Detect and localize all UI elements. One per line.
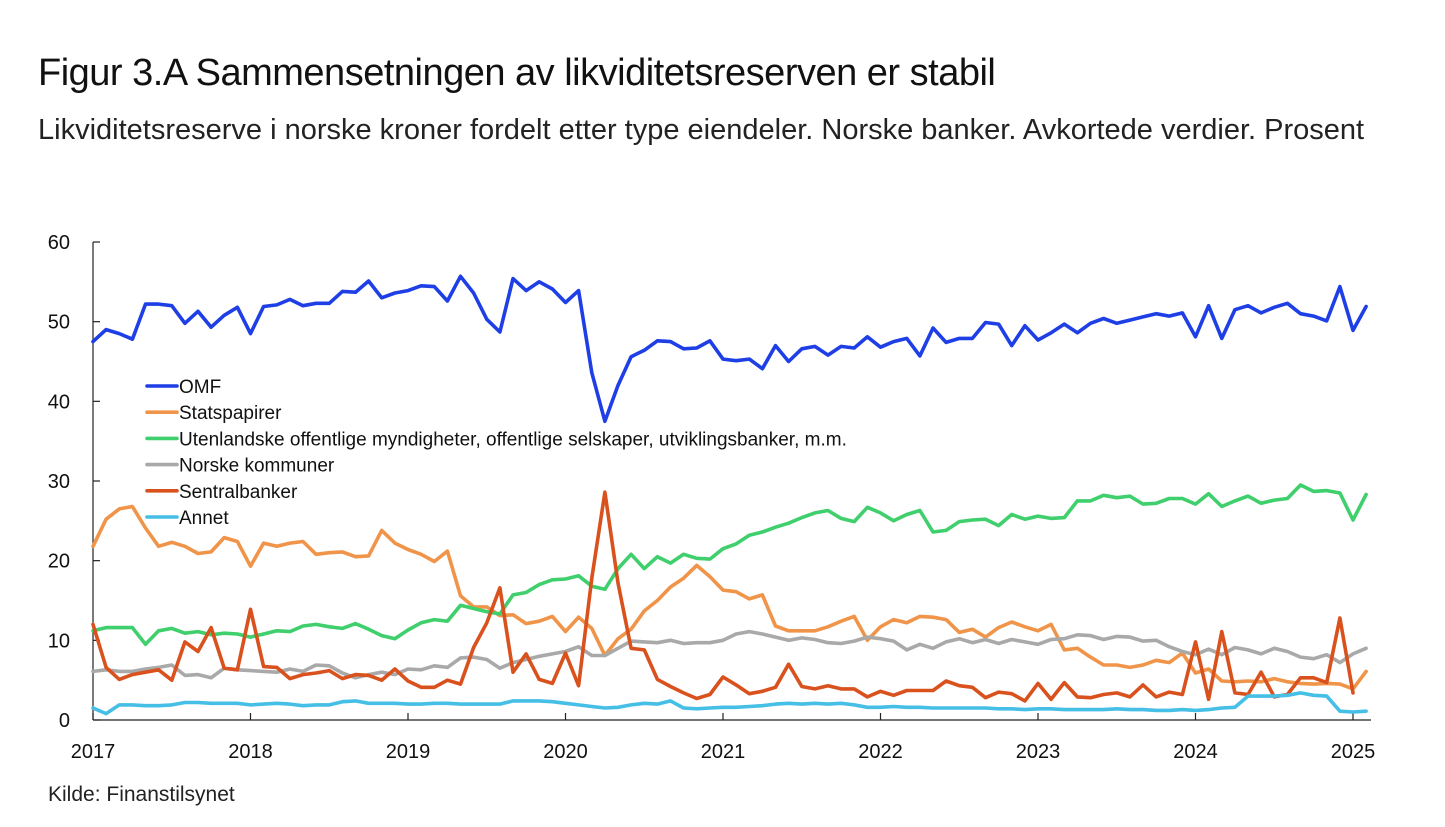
legend-label: Utenlandske offentlige myndigheter, offe… — [179, 429, 847, 450]
series-lines — [91, 274, 1368, 716]
series-line-4 — [91, 490, 1355, 703]
y-tick-label: 50 — [48, 312, 70, 334]
x-tick-label: 2022 — [858, 741, 903, 763]
y-tick-label: 30 — [48, 471, 70, 493]
y-axis: 0 10 20 30 40 50 60 — [48, 232, 100, 732]
x-tick-label: 2024 — [1173, 741, 1218, 763]
y-tick-label: 0 — [59, 710, 70, 732]
legend-item: Norske kommuner — [145, 456, 335, 477]
x-tick-label: 2018 — [228, 741, 273, 763]
legend-label: Statspapirer — [179, 403, 282, 424]
x-tick-label: 2021 — [701, 741, 746, 763]
series-line-0 — [91, 274, 1368, 424]
y-tick-label: 10 — [48, 630, 70, 652]
legend-item: Statspapirer — [145, 403, 282, 424]
page-title: Figur 3.A Sammensetningen av likviditets… — [38, 52, 996, 94]
series-line-2 — [91, 483, 1368, 647]
y-tick-label: 40 — [48, 391, 70, 413]
legend-item: Sentralbanker — [145, 482, 298, 503]
legend-label: OMF — [179, 377, 221, 398]
legend: OMF Statspapirer Utenlandske offentlige my… — [145, 377, 847, 529]
x-tick-label: 2020 — [543, 741, 588, 763]
legend-label: Sentralbanker — [179, 482, 298, 503]
source-note: Kilde: Finanstilsynet — [48, 783, 235, 806]
legend-item: Annet — [145, 508, 229, 529]
series-line-3 — [91, 629, 1368, 680]
series-line-1 — [91, 504, 1368, 691]
legend-label: Norske kommuner — [179, 456, 335, 477]
page-subtitle: Likviditetsreserve i norske kroner forde… — [38, 114, 1365, 146]
legend-item: Utenlandske offentlige myndigheter, offe… — [145, 429, 847, 450]
legend-label: Annet — [179, 508, 229, 529]
x-axis: 2017 2018 2019 2020 2021 2022 2023 2024 2025 — [71, 713, 1376, 763]
x-tick-label: 2019 — [386, 741, 431, 763]
x-tick-label: 2017 — [71, 741, 116, 763]
x-tick-label: 2025 — [1331, 741, 1376, 763]
legend-item: OMF — [145, 377, 221, 398]
series-line-5 — [91, 691, 1368, 716]
y-tick-label: 60 — [48, 232, 70, 254]
x-tick-label: 2023 — [1016, 741, 1061, 763]
y-tick-label: 20 — [48, 551, 70, 573]
